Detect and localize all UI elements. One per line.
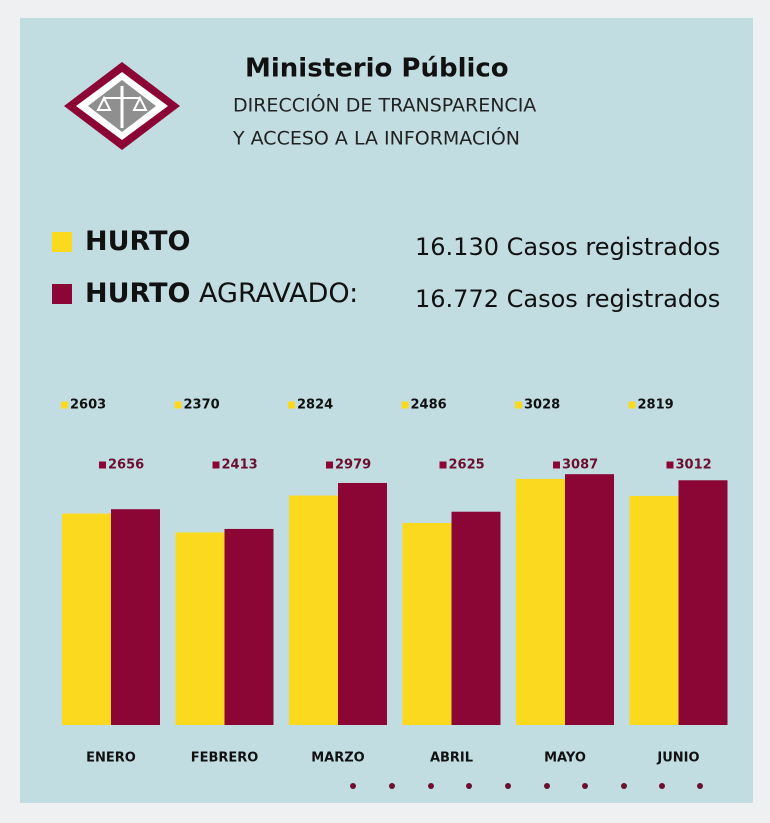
value-label-swatch (174, 401, 182, 409)
bar (289, 495, 338, 725)
value-label: 3028 (524, 398, 560, 413)
value-label: 2819 (638, 398, 674, 413)
value-label-swatch (401, 401, 409, 409)
value-label: 3087 (562, 458, 598, 473)
value-label-swatch (553, 461, 560, 469)
value-label: 2370 (184, 398, 220, 413)
bar (338, 482, 387, 725)
value-label: 2486 (411, 398, 447, 413)
value-label-swatch (515, 401, 522, 409)
subtitle: Y ACCESO A LA INFORMACIÓN (232, 126, 520, 150)
dots (350, 783, 703, 789)
value-label: 2413 (222, 458, 258, 473)
bar (402, 523, 452, 725)
value-label-swatch (61, 401, 68, 409)
legend-label: HURTO (85, 226, 190, 257)
value-label-swatch (628, 401, 636, 409)
value-label: 2824 (297, 398, 333, 413)
bar (516, 478, 565, 725)
logo (64, 62, 180, 150)
bar (451, 511, 501, 725)
bar (565, 474, 614, 725)
bar (224, 528, 274, 725)
legend-total: 16.772 Casos registrados (415, 285, 720, 313)
title: Ministerio Público (245, 54, 509, 84)
value-label: 2656 (108, 458, 144, 473)
subtitle: DIRECCIÓN DE TRANSPARENCIA (233, 93, 536, 117)
bar (111, 509, 160, 725)
bar (62, 513, 111, 725)
legend-swatch (52, 284, 72, 304)
bar (175, 532, 225, 725)
value-label-swatch (326, 461, 333, 469)
value-label-swatch (212, 461, 220, 469)
value-label: 2979 (335, 458, 371, 473)
value-label: 2625 (449, 458, 485, 473)
x-tick-label: MAYO (544, 751, 586, 766)
value-label-swatch (666, 461, 674, 469)
x-tick-label: MARZO (311, 751, 365, 766)
x-tick-label: ABRIL (430, 751, 473, 766)
x-tick-label: ENERO (86, 751, 136, 766)
value-label-swatch (439, 461, 447, 469)
bar (678, 480, 728, 725)
x-tick-label: FEBRERO (191, 751, 259, 766)
value-label-swatch (99, 461, 106, 469)
legend-swatch (52, 232, 72, 252)
legend-total: 16.130 Casos registrados (415, 233, 720, 261)
legend-label: HURTO AGRAVADO: (85, 278, 358, 309)
value-label-swatch (288, 401, 295, 409)
value-label: 3012 (676, 458, 712, 473)
x-tick-label: JUNIO (656, 751, 699, 766)
bar (629, 495, 679, 725)
value-label: 2603 (70, 398, 106, 413)
